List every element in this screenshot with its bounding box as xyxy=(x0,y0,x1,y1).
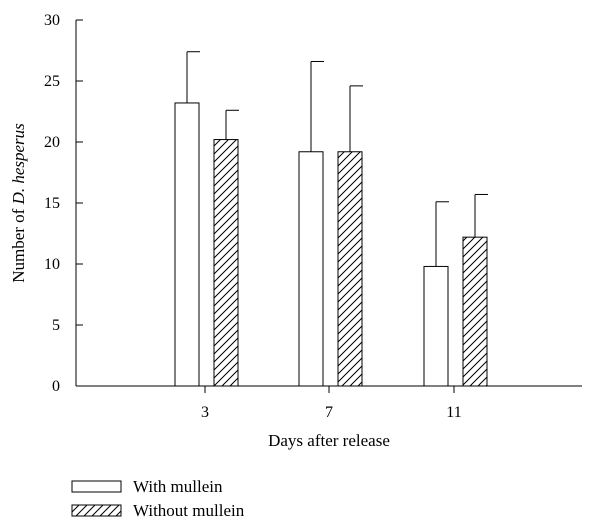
bar-with-mullein-day-7 xyxy=(298,151,324,387)
y-axis-ticks: 0 5 10 15 20 25 30 xyxy=(44,12,83,395)
legend-swatch-with-mullein xyxy=(71,480,122,493)
bar-without-mullein-day-7 xyxy=(337,151,363,387)
plot-area: 0 5 10 15 20 25 30 3 7 11 xyxy=(44,12,582,421)
legend: With mullein Without mullein xyxy=(71,477,245,520)
x-tick-label-3: 3 xyxy=(201,404,209,421)
y-tick-label-15: 15 xyxy=(44,195,60,212)
y-tick-label-25: 25 xyxy=(44,73,60,90)
y-tick-label-20: 20 xyxy=(44,134,60,151)
bar-with-mullein-day-3 xyxy=(174,102,200,387)
y-axis-title-species: D. hesperus xyxy=(9,123,28,206)
x-tick-label-11: 11 xyxy=(446,404,461,421)
y-tick-label-10: 10 xyxy=(44,256,60,273)
bar-with-mullein-day-11 xyxy=(423,265,449,387)
x-tick-label-7: 7 xyxy=(325,404,333,421)
x-axis-ticks: 3 7 11 xyxy=(201,386,462,421)
y-tick-label-0: 0 xyxy=(52,378,60,395)
x-axis-title: Days after release xyxy=(268,431,390,450)
y-axis-title: Number of D. hesperus xyxy=(9,123,28,283)
y-axis-title-prefix: Number of xyxy=(9,204,28,282)
bars xyxy=(174,51,488,387)
legend-label-with-mullein: With mullein xyxy=(133,477,223,496)
y-tick-label-5: 5 xyxy=(52,317,60,334)
legend-label-without-mullein: Without mullein xyxy=(133,501,245,520)
bar-without-mullein-day-3 xyxy=(213,139,239,387)
legend-swatch-without-mullein xyxy=(71,504,122,517)
bar-without-mullein-day-11 xyxy=(462,236,488,387)
y-tick-label-30: 30 xyxy=(44,12,60,29)
